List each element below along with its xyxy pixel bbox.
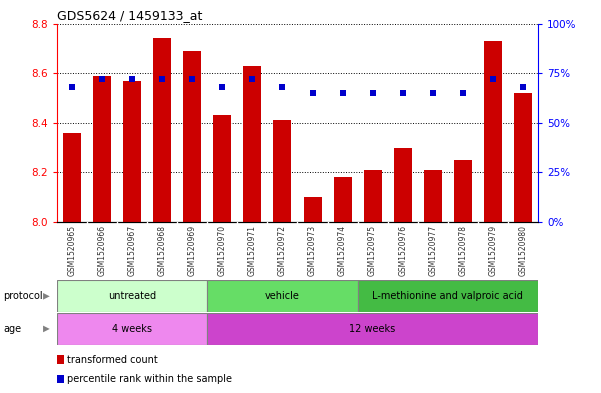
- Point: [97, 76, 107, 82]
- Text: GSM1520970: GSM1520970: [218, 225, 227, 276]
- Text: percentile rank within the sample: percentile rank within the sample: [67, 374, 232, 384]
- Point: [398, 90, 407, 96]
- Bar: [454, 160, 472, 222]
- Point: [488, 76, 498, 82]
- Point: [428, 90, 438, 96]
- Bar: [424, 170, 442, 222]
- Bar: [57, 375, 64, 383]
- Bar: [207, 313, 538, 345]
- Point: [127, 76, 137, 82]
- Text: GDS5624 / 1459133_at: GDS5624 / 1459133_at: [57, 9, 203, 22]
- Text: GSM1520978: GSM1520978: [459, 225, 467, 276]
- Text: GSM1520976: GSM1520976: [398, 225, 407, 276]
- Text: GSM1520965: GSM1520965: [68, 225, 76, 276]
- Bar: [57, 313, 207, 345]
- Bar: [57, 280, 207, 312]
- Text: 12 weeks: 12 weeks: [350, 324, 395, 334]
- Point: [458, 90, 468, 96]
- Text: GSM1520972: GSM1520972: [278, 225, 287, 276]
- Point: [308, 90, 317, 96]
- Text: GSM1520980: GSM1520980: [519, 225, 527, 276]
- Bar: [304, 197, 322, 222]
- Text: GSM1520974: GSM1520974: [338, 225, 347, 276]
- Text: vehicle: vehicle: [265, 291, 300, 301]
- Text: L-methionine and valproic acid: L-methionine and valproic acid: [372, 291, 523, 301]
- Bar: [394, 148, 412, 222]
- Point: [157, 76, 167, 82]
- Bar: [63, 133, 81, 222]
- Text: GSM1520968: GSM1520968: [158, 225, 166, 276]
- Bar: [123, 81, 141, 222]
- Text: protocol: protocol: [3, 291, 43, 301]
- Bar: [153, 39, 171, 222]
- Bar: [243, 66, 261, 222]
- Text: GSM1520966: GSM1520966: [98, 225, 106, 276]
- Bar: [57, 355, 64, 364]
- Bar: [183, 51, 201, 222]
- Text: GSM1520977: GSM1520977: [429, 225, 437, 276]
- Bar: [273, 120, 291, 222]
- Point: [278, 84, 287, 90]
- Bar: [358, 280, 538, 312]
- Text: GSM1520967: GSM1520967: [128, 225, 136, 276]
- Bar: [213, 116, 231, 222]
- Point: [368, 90, 377, 96]
- Point: [248, 76, 257, 82]
- Text: age: age: [3, 324, 21, 334]
- Bar: [207, 280, 358, 312]
- Text: 4 weeks: 4 weeks: [112, 324, 152, 334]
- Point: [188, 76, 197, 82]
- Point: [218, 84, 227, 90]
- Point: [338, 90, 347, 96]
- Point: [518, 84, 528, 90]
- Bar: [484, 41, 502, 222]
- Bar: [514, 93, 532, 222]
- Text: GSM1520973: GSM1520973: [308, 225, 317, 276]
- Text: GSM1520971: GSM1520971: [248, 225, 257, 276]
- Text: untreated: untreated: [108, 291, 156, 301]
- Text: transformed count: transformed count: [67, 354, 158, 365]
- Bar: [364, 170, 382, 222]
- Point: [67, 84, 77, 90]
- Text: GSM1520975: GSM1520975: [368, 225, 377, 276]
- Text: GSM1520979: GSM1520979: [489, 225, 497, 276]
- Bar: [334, 177, 352, 222]
- Text: GSM1520969: GSM1520969: [188, 225, 197, 276]
- Bar: [93, 76, 111, 222]
